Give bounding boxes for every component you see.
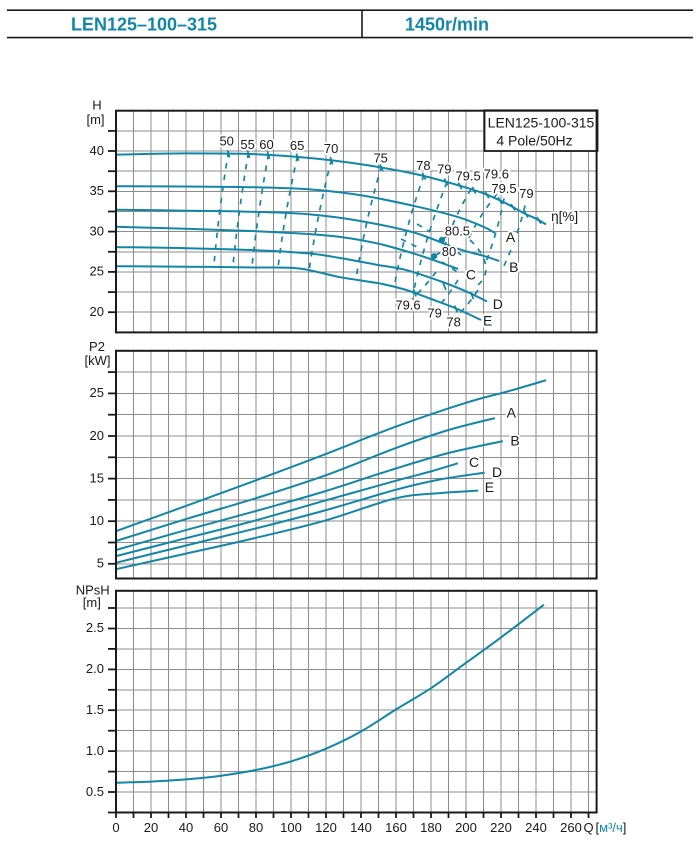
svg-text:1450r/min: 1450r/min [405, 15, 489, 35]
svg-text:1.5: 1.5 [86, 702, 104, 717]
svg-text:75: 75 [373, 150, 387, 165]
svg-text:Q: Q [583, 820, 593, 835]
svg-text:180: 180 [420, 820, 442, 835]
svg-text:20: 20 [90, 304, 104, 319]
svg-text:A: A [506, 229, 516, 245]
svg-text:A: A [507, 404, 517, 420]
svg-text:30: 30 [90, 223, 104, 238]
svg-text:55: 55 [240, 137, 254, 152]
svg-text:B: B [509, 259, 518, 275]
svg-text:160: 160 [385, 820, 407, 835]
svg-text:25: 25 [90, 385, 104, 400]
svg-text:220: 220 [490, 820, 512, 835]
svg-text:D: D [492, 464, 502, 480]
svg-text:[м³/ч]: [м³/ч] [596, 820, 627, 835]
svg-text:LEN125-100-315: LEN125-100-315 [488, 114, 595, 130]
svg-text:79.6: 79.6 [484, 166, 509, 181]
svg-text:1.0: 1.0 [86, 743, 104, 758]
svg-text:[m]: [m] [83, 595, 101, 610]
svg-text:10: 10 [90, 513, 104, 528]
svg-text:20: 20 [90, 428, 104, 443]
svg-text:200: 200 [455, 820, 477, 835]
svg-text:D: D [493, 296, 503, 312]
svg-text:50: 50 [219, 133, 233, 148]
svg-text:240: 240 [525, 820, 547, 835]
svg-text:120: 120 [315, 820, 337, 835]
svg-text:79.6: 79.6 [395, 297, 420, 312]
svg-text:40: 40 [90, 143, 104, 158]
svg-text:70: 70 [324, 141, 338, 156]
svg-text:79: 79 [427, 305, 441, 320]
svg-text:80.5: 80.5 [445, 224, 470, 239]
svg-text:79.5: 79.5 [491, 181, 516, 196]
svg-text:79: 79 [519, 186, 533, 201]
svg-text:C: C [469, 454, 479, 470]
svg-text:C: C [466, 267, 476, 283]
svg-text:25: 25 [90, 264, 104, 279]
svg-text:20: 20 [144, 820, 158, 835]
svg-text:2.0: 2.0 [86, 661, 104, 676]
svg-text:80: 80 [249, 820, 263, 835]
svg-text:78: 78 [446, 314, 460, 329]
svg-text:LEN125–100–315: LEN125–100–315 [71, 15, 217, 35]
svg-text:η[%]: η[%] [551, 209, 578, 224]
svg-text:78: 78 [416, 158, 430, 173]
svg-text:0: 0 [112, 820, 119, 835]
svg-text:79.5: 79.5 [455, 169, 480, 184]
svg-text:P2: P2 [89, 339, 105, 354]
svg-text:80: 80 [442, 244, 456, 259]
svg-text:H: H [92, 98, 101, 113]
svg-text:B: B [510, 433, 519, 449]
svg-text:40: 40 [179, 820, 193, 835]
svg-text:60: 60 [214, 820, 228, 835]
svg-text:79: 79 [437, 162, 451, 177]
svg-text:140: 140 [350, 820, 372, 835]
svg-text:2.5: 2.5 [86, 620, 104, 635]
svg-text:E: E [483, 313, 492, 329]
svg-text:65: 65 [290, 138, 304, 153]
svg-text:NPsH: NPsH [76, 583, 110, 598]
svg-text:[kW]: [kW] [85, 353, 111, 368]
svg-text:60: 60 [259, 137, 273, 152]
svg-text:0.5: 0.5 [86, 784, 104, 799]
svg-text:35: 35 [90, 183, 104, 198]
svg-text:100: 100 [280, 820, 302, 835]
svg-text:5: 5 [97, 556, 104, 571]
svg-text:E: E [485, 479, 494, 495]
svg-text:[m]: [m] [86, 112, 104, 127]
svg-text:4 Pole/50Hz: 4 Pole/50Hz [496, 133, 572, 149]
svg-text:15: 15 [90, 470, 104, 485]
svg-text:260: 260 [560, 820, 582, 835]
